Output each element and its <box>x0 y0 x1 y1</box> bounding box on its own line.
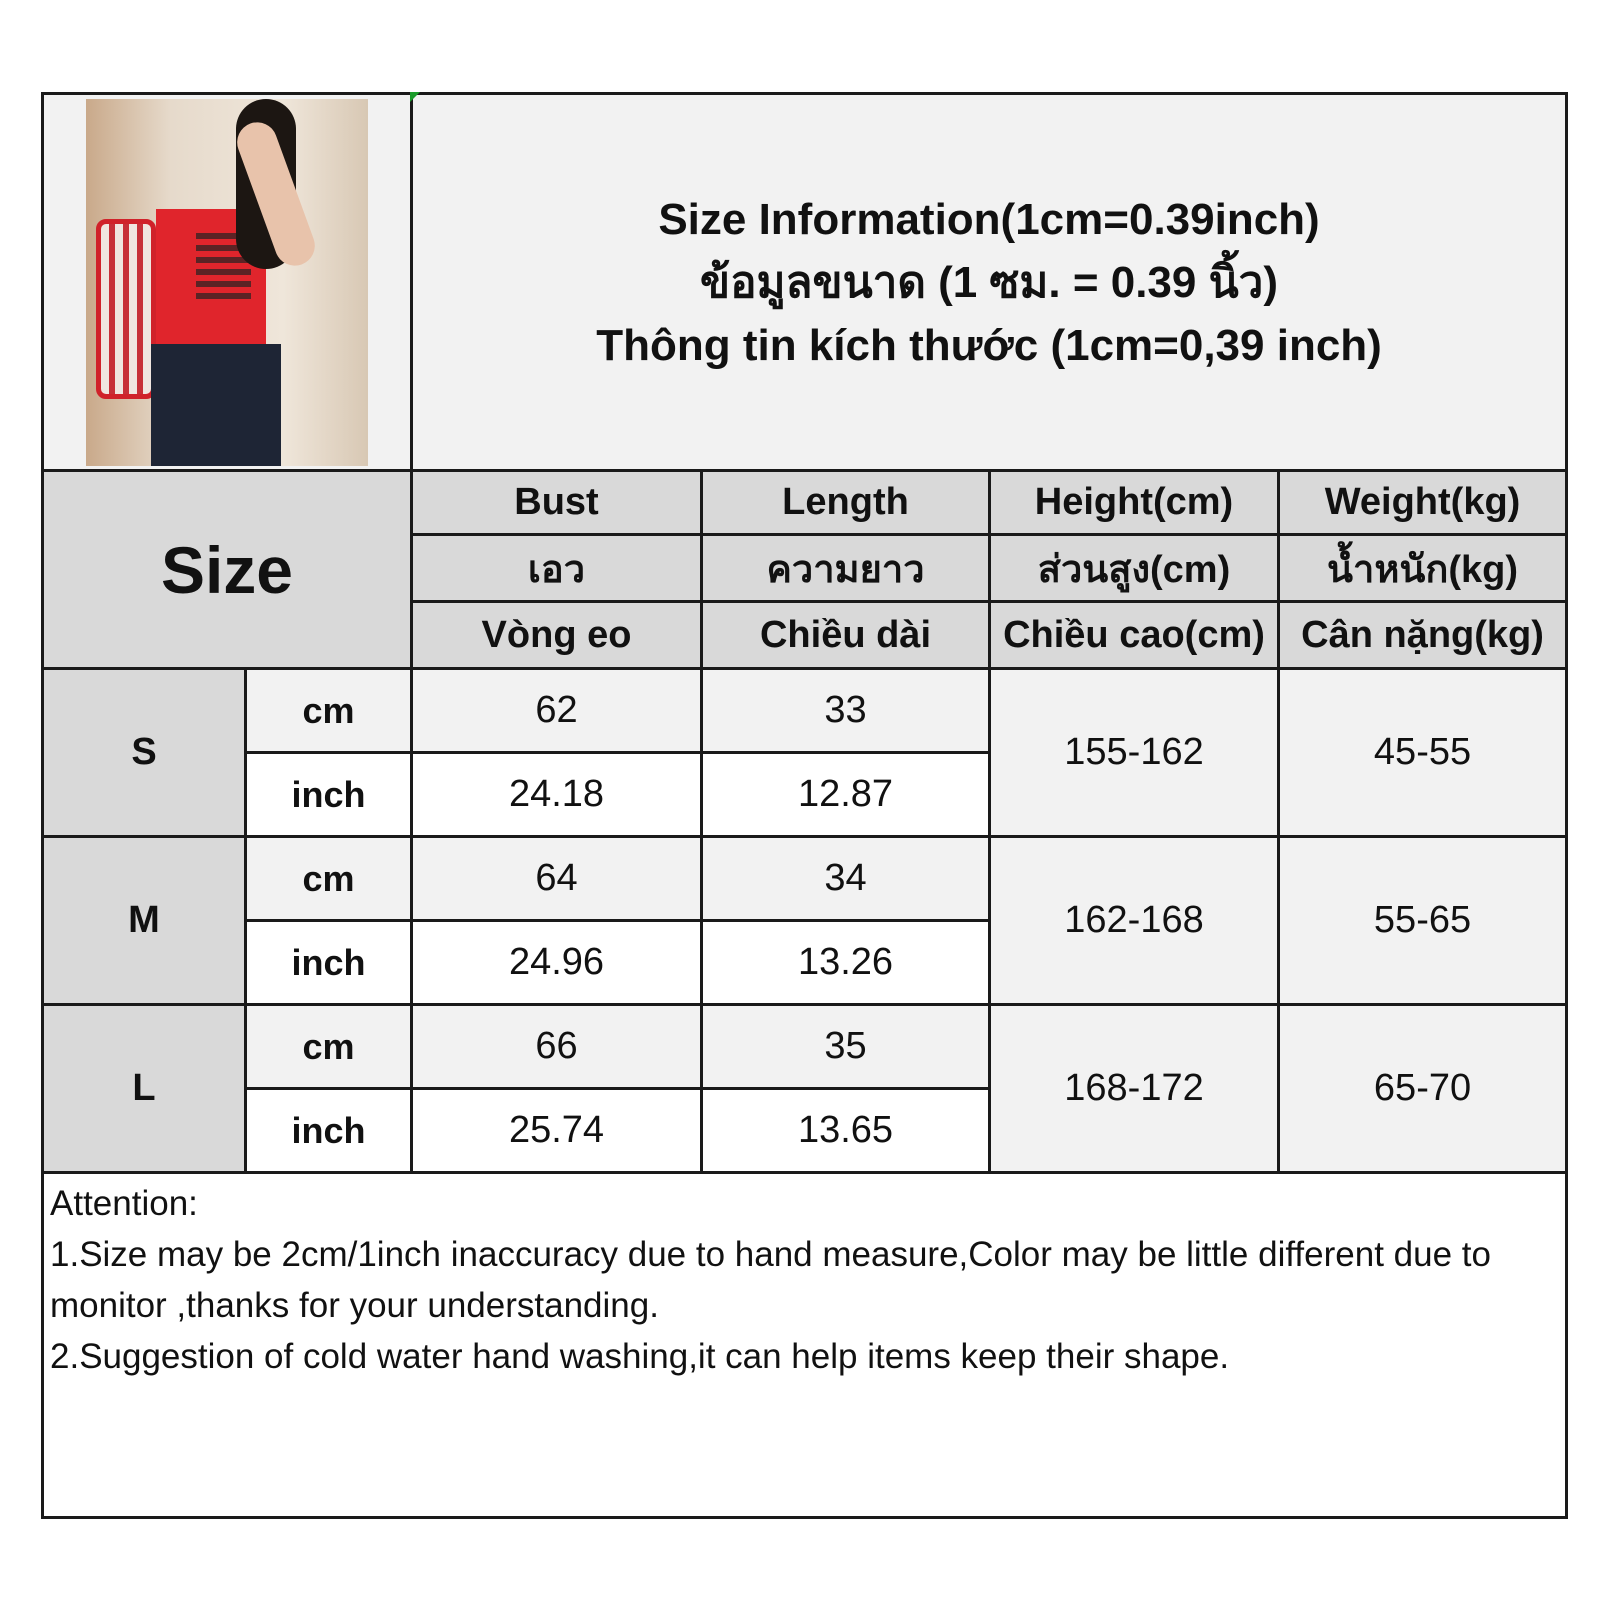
table-row: M cm 64 34 162-168 55-65 <box>41 835 1569 1006</box>
header-bust-vi: Vòng eo <box>410 600 703 670</box>
title-cell: Size Information(1cm=0.39inch) ข้อมูลขนา… <box>409 92 1569 472</box>
height-range: 155-162 <box>988 667 1280 838</box>
header-weight-en: Weight(kg) <box>1276 469 1569 536</box>
weight-range: 55-65 <box>1276 835 1569 1006</box>
unit-cm: cm <box>244 1003 413 1090</box>
size-l: L <box>41 1003 247 1174</box>
title-thai: ข้อมูลขนาด (1 ซม. = 0.39 นิ้ว) <box>700 257 1279 307</box>
header-height-en: Height(cm) <box>988 469 1280 536</box>
unit-cm: cm <box>244 667 413 754</box>
table-row: L cm 66 35 168-172 65-70 <box>41 1003 1569 1174</box>
length-inch: 13.65 <box>700 1087 991 1174</box>
note-1: 1.Size may be 2cm/1inch inaccuracy due t… <box>50 1235 1491 1325</box>
bust-cm: 66 <box>410 1003 703 1090</box>
header-bust-th: เอว <box>410 533 703 603</box>
header-weight-vi: Cân nặng(kg) <box>1276 600 1569 670</box>
bust-inch: 24.18 <box>410 751 703 838</box>
header-bust-en: Bust <box>410 469 703 536</box>
length-inch: 13.26 <box>700 919 991 1006</box>
notes-heading: Attention: <box>50 1184 198 1223</box>
bust-cm: 62 <box>410 667 703 754</box>
unit-inch: inch <box>244 919 413 1006</box>
attention-notes: Attention: 1.Size may be 2cm/1inch inacc… <box>40 1171 1569 1519</box>
header-height-th: ส่วนสูง(cm) <box>988 533 1280 603</box>
size-m: M <box>41 835 247 1006</box>
title-vietnamese: Thông tin kích thước (1cm=0,39 inch) <box>596 320 1382 370</box>
table-row: inch 24.18 12.87 <box>43 751 1567 838</box>
header-length-en: Length <box>700 469 991 536</box>
size-chart-table: Size Information(1cm=0.39inch) ข้อมูลขนา… <box>40 92 1569 1519</box>
product-photo-cell <box>41 92 413 472</box>
unit-inch: inch <box>244 751 413 838</box>
size-s: S <box>41 667 247 838</box>
header-length-vi: Chiều dài <box>700 600 991 670</box>
bust-cm: 64 <box>410 835 703 922</box>
height-range: 162-168 <box>988 835 1280 1006</box>
length-cm: 35 <box>700 1003 991 1090</box>
unit-inch: inch <box>244 1087 413 1174</box>
product-photo <box>86 98 368 466</box>
table-row: inch 25.74 13.65 <box>43 1087 1567 1174</box>
header-length-th: ความยาว <box>700 533 991 603</box>
height-range: 168-172 <box>988 1003 1280 1174</box>
cell-comment-marker-icon <box>410 92 420 102</box>
title-english: Size Information(1cm=0.39inch) <box>658 194 1320 244</box>
bust-inch: 25.74 <box>410 1087 703 1174</box>
note-2: 2.Suggestion of cold water hand washing,… <box>50 1337 1230 1376</box>
weight-range: 45-55 <box>1276 667 1569 838</box>
bust-inch: 24.96 <box>410 919 703 1006</box>
header-weight-th: น้ำหนัก(kg) <box>1276 533 1569 603</box>
length-inch: 12.87 <box>700 751 991 838</box>
table-row: S cm 62 33 155-162 45-55 <box>41 667 1569 838</box>
length-cm: 34 <box>700 835 991 922</box>
table-row: inch 24.96 13.26 <box>43 919 1567 1006</box>
header-height-vi: Chiều cao(cm) <box>988 600 1280 670</box>
size-header: Size <box>41 469 413 670</box>
length-cm: 33 <box>700 667 991 754</box>
weight-range: 65-70 <box>1276 1003 1569 1174</box>
unit-cm: cm <box>244 835 413 922</box>
